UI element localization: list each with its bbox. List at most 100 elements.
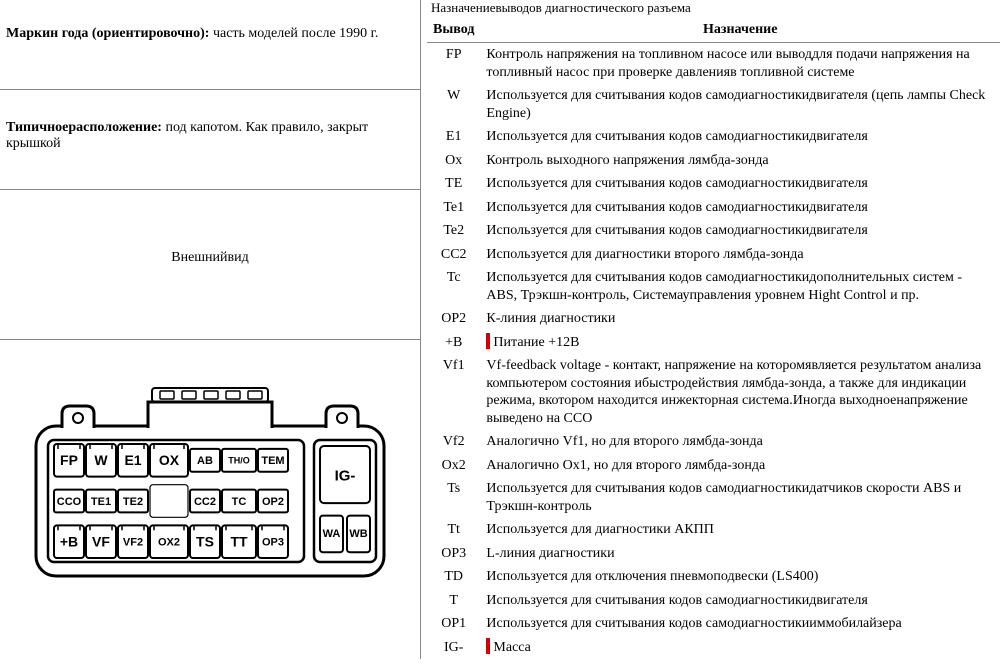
pin-description-text: L-линия диагностики [486, 546, 614, 561]
svg-text:CC2: CC2 [194, 496, 216, 508]
pin-code: TE [427, 172, 480, 196]
pin-code: W [427, 84, 480, 125]
pin-description-text: Используется для считывания кодов самоди… [486, 88, 985, 121]
svg-text:TEM: TEM [261, 455, 284, 467]
svg-text:WA: WA [323, 528, 341, 540]
left-column: Маркин года (ориентировочно): часть моде… [0, 0, 420, 659]
table-row: E1 Используется для считывания кодов само… [427, 125, 1000, 149]
pin-description: Аналогично Vf1, но для второго лямбда-зо… [480, 430, 1000, 454]
pin-code: FP [427, 43, 480, 85]
pin-description-text: Используется для диагностики второго лям… [486, 247, 803, 262]
highlight-mark [486, 638, 490, 654]
table-row: OP3 L-линия диагностики [427, 542, 1000, 566]
pin-description: К-линия диагностики [480, 307, 1000, 331]
pin-description-text: Контроль напряжения на топливном насосе … [486, 47, 969, 80]
table-row: OP2 К-линия диагностики [427, 307, 1000, 331]
pin-description: L-линия диагностики [480, 542, 1000, 566]
svg-text:VF2: VF2 [123, 537, 143, 549]
pin-description: Vf-feedback voltage - контакт, напряжени… [480, 354, 1000, 430]
table-row: Tt Используется для диагностики АКПП [427, 518, 1000, 542]
svg-text:+B: +B [60, 533, 78, 549]
pin-description-text: Используется для считывания кодов самоди… [486, 270, 962, 303]
pin-description-text: Используется для считывания кодов самоди… [486, 616, 901, 631]
pin-description-text: Используется для отключения пневмоподвес… [486, 569, 818, 584]
pin-description: Используется для считывания кодов самоди… [480, 589, 1000, 613]
pin-code: +B [427, 331, 480, 355]
svg-text:OX2: OX2 [158, 537, 180, 549]
pin-description-text: Используется для считывания кодов самоди… [486, 593, 867, 608]
location-cell: Типичноерасположение: под капотом. Как п… [0, 90, 420, 190]
view-label: Внешнийвид [171, 250, 249, 265]
pin-code: T [427, 589, 480, 613]
svg-text:TE2: TE2 [123, 496, 143, 508]
pin-code: Ox [427, 149, 480, 173]
pin-code: OP1 [427, 612, 480, 636]
col-desc-header: Назначение [480, 18, 1000, 43]
pin-description: Используется для считывания кодов самоди… [480, 612, 1000, 636]
location-label: Типичноерасположение: [6, 120, 162, 135]
pin-code: OP3 [427, 542, 480, 566]
svg-text:VF: VF [92, 533, 110, 549]
table-row: FPКонтроль напряжения на топливном насос… [427, 43, 1000, 85]
pin-description: Используется для считывания кодов самоди… [480, 172, 1000, 196]
col-code-header: Вывод [427, 18, 480, 43]
pin-description: Питание +12В [480, 331, 1000, 355]
pin-description-text: Используется для считывания кодов самоди… [486, 223, 867, 238]
table-row: OP1 Используется для считывания кодов сам… [427, 612, 1000, 636]
table-row: Ox2 Аналогично Ox1, но для второго лямбда… [427, 454, 1000, 478]
pin-description-text: Контроль выходного напряжения лямбда-зон… [486, 153, 768, 168]
svg-text:E1: E1 [124, 452, 141, 468]
table-row: Ox Контроль выходного напряжения лямбда-з… [427, 149, 1000, 173]
pin-description: Используется для считывания кодов самоди… [480, 125, 1000, 149]
svg-text:OP3: OP3 [262, 537, 284, 549]
pin-description: Используется для считывания кодов самоди… [480, 196, 1000, 220]
table-row: IG-Масса [427, 636, 1000, 660]
svg-text:AB: AB [197, 455, 213, 467]
pin-description-text: Аналогично Vf1, но для второго лямбда-зо… [486, 434, 762, 449]
pin-code: Ox2 [427, 454, 480, 478]
pin-description-text: Аналогично Ox1, но для второго лямбда-зо… [486, 458, 765, 473]
page: Маркин года (ориентировочно): часть моде… [0, 0, 1000, 659]
pin-description: Используется для считывания кодов самоди… [480, 219, 1000, 243]
pin-description: Контроль выходного напряжения лямбда-зон… [480, 149, 1000, 173]
svg-text:FP: FP [60, 452, 78, 468]
pin-code: TD [427, 565, 480, 589]
pin-code: Te2 [427, 219, 480, 243]
right-column: Назначениевыводов диагностического разъе… [420, 0, 1000, 659]
svg-text:IG-: IG- [335, 468, 356, 485]
pin-code: Tt [427, 518, 480, 542]
svg-text:CCO: CCO [57, 496, 82, 508]
table-row: WИспользуется для считывания кодов самод… [427, 84, 1000, 125]
table-row: Te1 Используется для считывания кодов сам… [427, 196, 1000, 220]
svg-text:OP2: OP2 [262, 496, 284, 508]
pin-description-text: Используется для считывания кодов самоди… [486, 129, 867, 144]
pin-description: Используется для считывания кодов самоди… [480, 266, 1000, 307]
table-row: +B Питание +12В [427, 331, 1000, 355]
pin-description: Масса [480, 636, 1000, 660]
pin-code: Te1 [427, 196, 480, 220]
pin-description-text: К-линия диагностики [486, 311, 615, 326]
table-row: T Используется для считывания кодов самод… [427, 589, 1000, 613]
connector-icon: FPWE1OXABTH/OTEMCCOTE1TE2CC2TCOP2+BVFVF2… [30, 358, 390, 588]
table-row: CC2Используется для диагностики второго … [427, 243, 1000, 267]
pin-description-text: Используется для диагностики АКПП [486, 522, 713, 537]
table-row: TcИспользуется для считывания кодов само… [427, 266, 1000, 307]
pin-description-text: Используется для считывания кодов самоди… [486, 200, 867, 215]
svg-text:WB: WB [349, 528, 367, 540]
pin-code: OP2 [427, 307, 480, 331]
pin-description-text: Используется для считывания кодов самоди… [486, 176, 867, 191]
svg-text:TE1: TE1 [91, 496, 111, 508]
svg-text:W: W [94, 452, 108, 468]
year-cell: Маркин года (ориентировочно): часть моде… [0, 0, 420, 90]
year-text: часть моделей после 1990 г. [209, 26, 378, 41]
table-row: TD Используется для отключения пневмоподв… [427, 565, 1000, 589]
svg-text:TC: TC [232, 496, 247, 508]
pin-description: Контроль напряжения на топливном насосе … [480, 43, 1000, 85]
table-row: Te2 Используется для считывания кодов сам… [427, 219, 1000, 243]
pin-description: Используется для считывания кодов самоди… [480, 84, 1000, 125]
pin-description-text: Питание +12В [493, 335, 579, 350]
pin-code: Vf2 [427, 430, 480, 454]
pin-description-text: Vf-feedback voltage - контакт, напряжени… [486, 358, 981, 426]
pin-code: IG- [427, 636, 480, 660]
pin-code: E1 [427, 125, 480, 149]
